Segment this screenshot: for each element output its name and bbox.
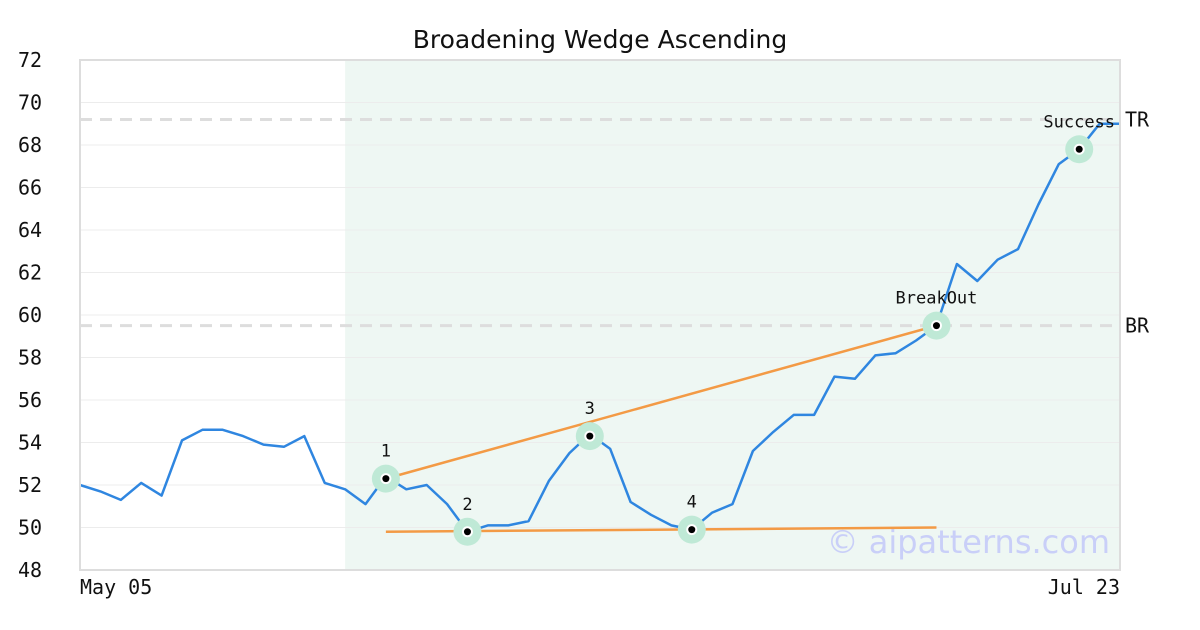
y-tick-label: 56 bbox=[18, 388, 42, 412]
x-tick-label: May 05 bbox=[80, 575, 152, 599]
y-tick-label: 52 bbox=[18, 473, 42, 497]
annotation-label-2: 2 bbox=[462, 495, 472, 515]
annotation-label-1: 1 bbox=[381, 442, 391, 462]
y-tick-label: 66 bbox=[18, 176, 42, 200]
marker-dot-2 bbox=[463, 528, 471, 536]
y-tick-label: 54 bbox=[18, 431, 42, 455]
upper-trend-line bbox=[385, 324, 937, 480]
y-tick-label: 64 bbox=[18, 218, 42, 242]
annotation-label-3: 3 bbox=[585, 399, 595, 419]
y-tick-label: 62 bbox=[18, 261, 42, 285]
y-tick-label: 70 bbox=[18, 91, 42, 115]
annotation-label-success: Success bbox=[1043, 112, 1115, 132]
y-tick-label: 50 bbox=[18, 516, 42, 540]
plot-border bbox=[79, 59, 1121, 571]
marker-dot-breakout bbox=[932, 322, 940, 330]
chart-title: Broadening Wedge Ascending bbox=[413, 25, 788, 54]
marker-dot-3 bbox=[586, 432, 594, 440]
marker-dot-1 bbox=[382, 475, 390, 483]
y-tick-label: 58 bbox=[18, 346, 42, 370]
y-tick-label: 48 bbox=[18, 558, 42, 582]
annotation-label-breakout: BreakOut bbox=[896, 289, 978, 309]
y-tick-label: 68 bbox=[18, 133, 42, 157]
marker-dot-success bbox=[1075, 145, 1083, 153]
reference-label-tr: TR bbox=[1125, 108, 1150, 132]
annotation-label-4: 4 bbox=[687, 493, 697, 513]
watermark: © aipatterns.com bbox=[827, 523, 1110, 561]
marker-dot-4 bbox=[688, 526, 696, 534]
y-tick-label: 60 bbox=[18, 303, 42, 327]
x-tick-label: Jul 23 bbox=[1048, 575, 1120, 599]
y-tick-label: 72 bbox=[18, 48, 42, 72]
reference-label-br: BR bbox=[1125, 314, 1150, 338]
